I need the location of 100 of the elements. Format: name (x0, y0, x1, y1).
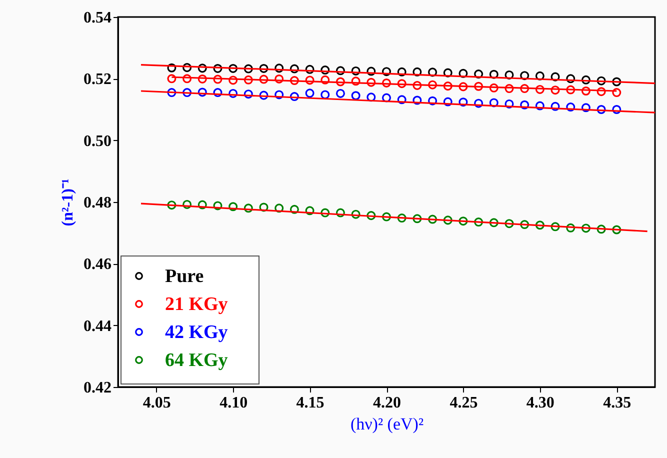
point (428, 214, 438, 224)
point (382, 212, 392, 222)
point (198, 74, 207, 84)
point (474, 98, 484, 108)
point (550, 222, 560, 232)
point (366, 211, 376, 220)
point (198, 200, 207, 210)
point (458, 82, 468, 92)
point (581, 75, 590, 84)
point (489, 83, 498, 92)
y-tick-label: 0.46 (84, 256, 112, 274)
point (412, 96, 422, 105)
point (520, 100, 530, 110)
point (535, 71, 544, 80)
legend-label: 21 KGy (165, 294, 228, 315)
point (244, 64, 253, 74)
point (244, 90, 253, 99)
y-tick-label: 0.54 (84, 10, 112, 26)
point (458, 98, 468, 107)
legend-label: Pure (165, 266, 204, 287)
point (213, 88, 222, 98)
point (213, 64, 222, 73)
point (428, 68, 438, 77)
point (244, 75, 253, 84)
point (458, 68, 468, 78)
point (305, 88, 314, 98)
point (520, 220, 530, 230)
point (290, 92, 299, 102)
point (474, 82, 484, 91)
point (535, 84, 544, 94)
point (612, 88, 622, 98)
point (566, 223, 576, 232)
point (412, 80, 422, 90)
point (397, 95, 406, 104)
point (474, 218, 484, 227)
point (612, 77, 622, 86)
point (550, 72, 560, 82)
point (443, 97, 452, 106)
point (198, 64, 207, 73)
point (382, 93, 392, 102)
point (182, 88, 192, 98)
point (566, 102, 576, 112)
y-axis-title: (n²-1)⁻¹ (60, 178, 76, 226)
point (182, 200, 192, 209)
x-tick-label: 4.20 (373, 394, 401, 412)
point (305, 76, 314, 85)
point (290, 204, 299, 214)
point (581, 86, 590, 96)
point (520, 71, 530, 80)
point (259, 90, 268, 100)
point (167, 88, 176, 98)
x-tick-label: 4.15 (296, 394, 324, 412)
y-tick-label: 0.48 (84, 194, 112, 212)
x-tick-label: 4.25 (450, 394, 478, 412)
point (351, 91, 360, 100)
point (474, 70, 484, 79)
point (182, 74, 192, 84)
point (596, 224, 606, 234)
point (412, 67, 422, 76)
point (198, 88, 207, 97)
point (320, 208, 330, 218)
point (228, 64, 238, 73)
point (612, 225, 622, 234)
point (382, 78, 392, 88)
point (504, 219, 514, 228)
point (167, 63, 176, 72)
point (259, 64, 268, 73)
point (366, 66, 376, 76)
point (274, 90, 284, 100)
x-tick-label: 4.35 (603, 394, 632, 412)
point (244, 204, 253, 213)
point (489, 218, 498, 228)
point (412, 214, 422, 224)
point (351, 76, 360, 86)
point (550, 102, 560, 111)
y-tick-label: 0.44 (84, 318, 112, 335)
point (167, 200, 176, 210)
point (535, 101, 544, 110)
point (228, 88, 238, 98)
point (228, 76, 238, 85)
point (320, 66, 330, 75)
point (351, 66, 360, 76)
legend-label: 42 KGy (165, 322, 228, 343)
point (366, 92, 376, 102)
point (428, 96, 438, 106)
point (397, 214, 406, 223)
point (535, 220, 544, 230)
point (443, 82, 452, 91)
y-tick-label: 0.50 (84, 132, 112, 150)
point (581, 224, 590, 233)
point (213, 74, 222, 84)
point (305, 206, 314, 216)
point (351, 210, 360, 219)
point (336, 66, 345, 76)
point (274, 74, 284, 84)
point (182, 63, 192, 72)
point (504, 99, 514, 108)
point (290, 76, 299, 86)
point (443, 216, 452, 225)
point (428, 80, 438, 90)
